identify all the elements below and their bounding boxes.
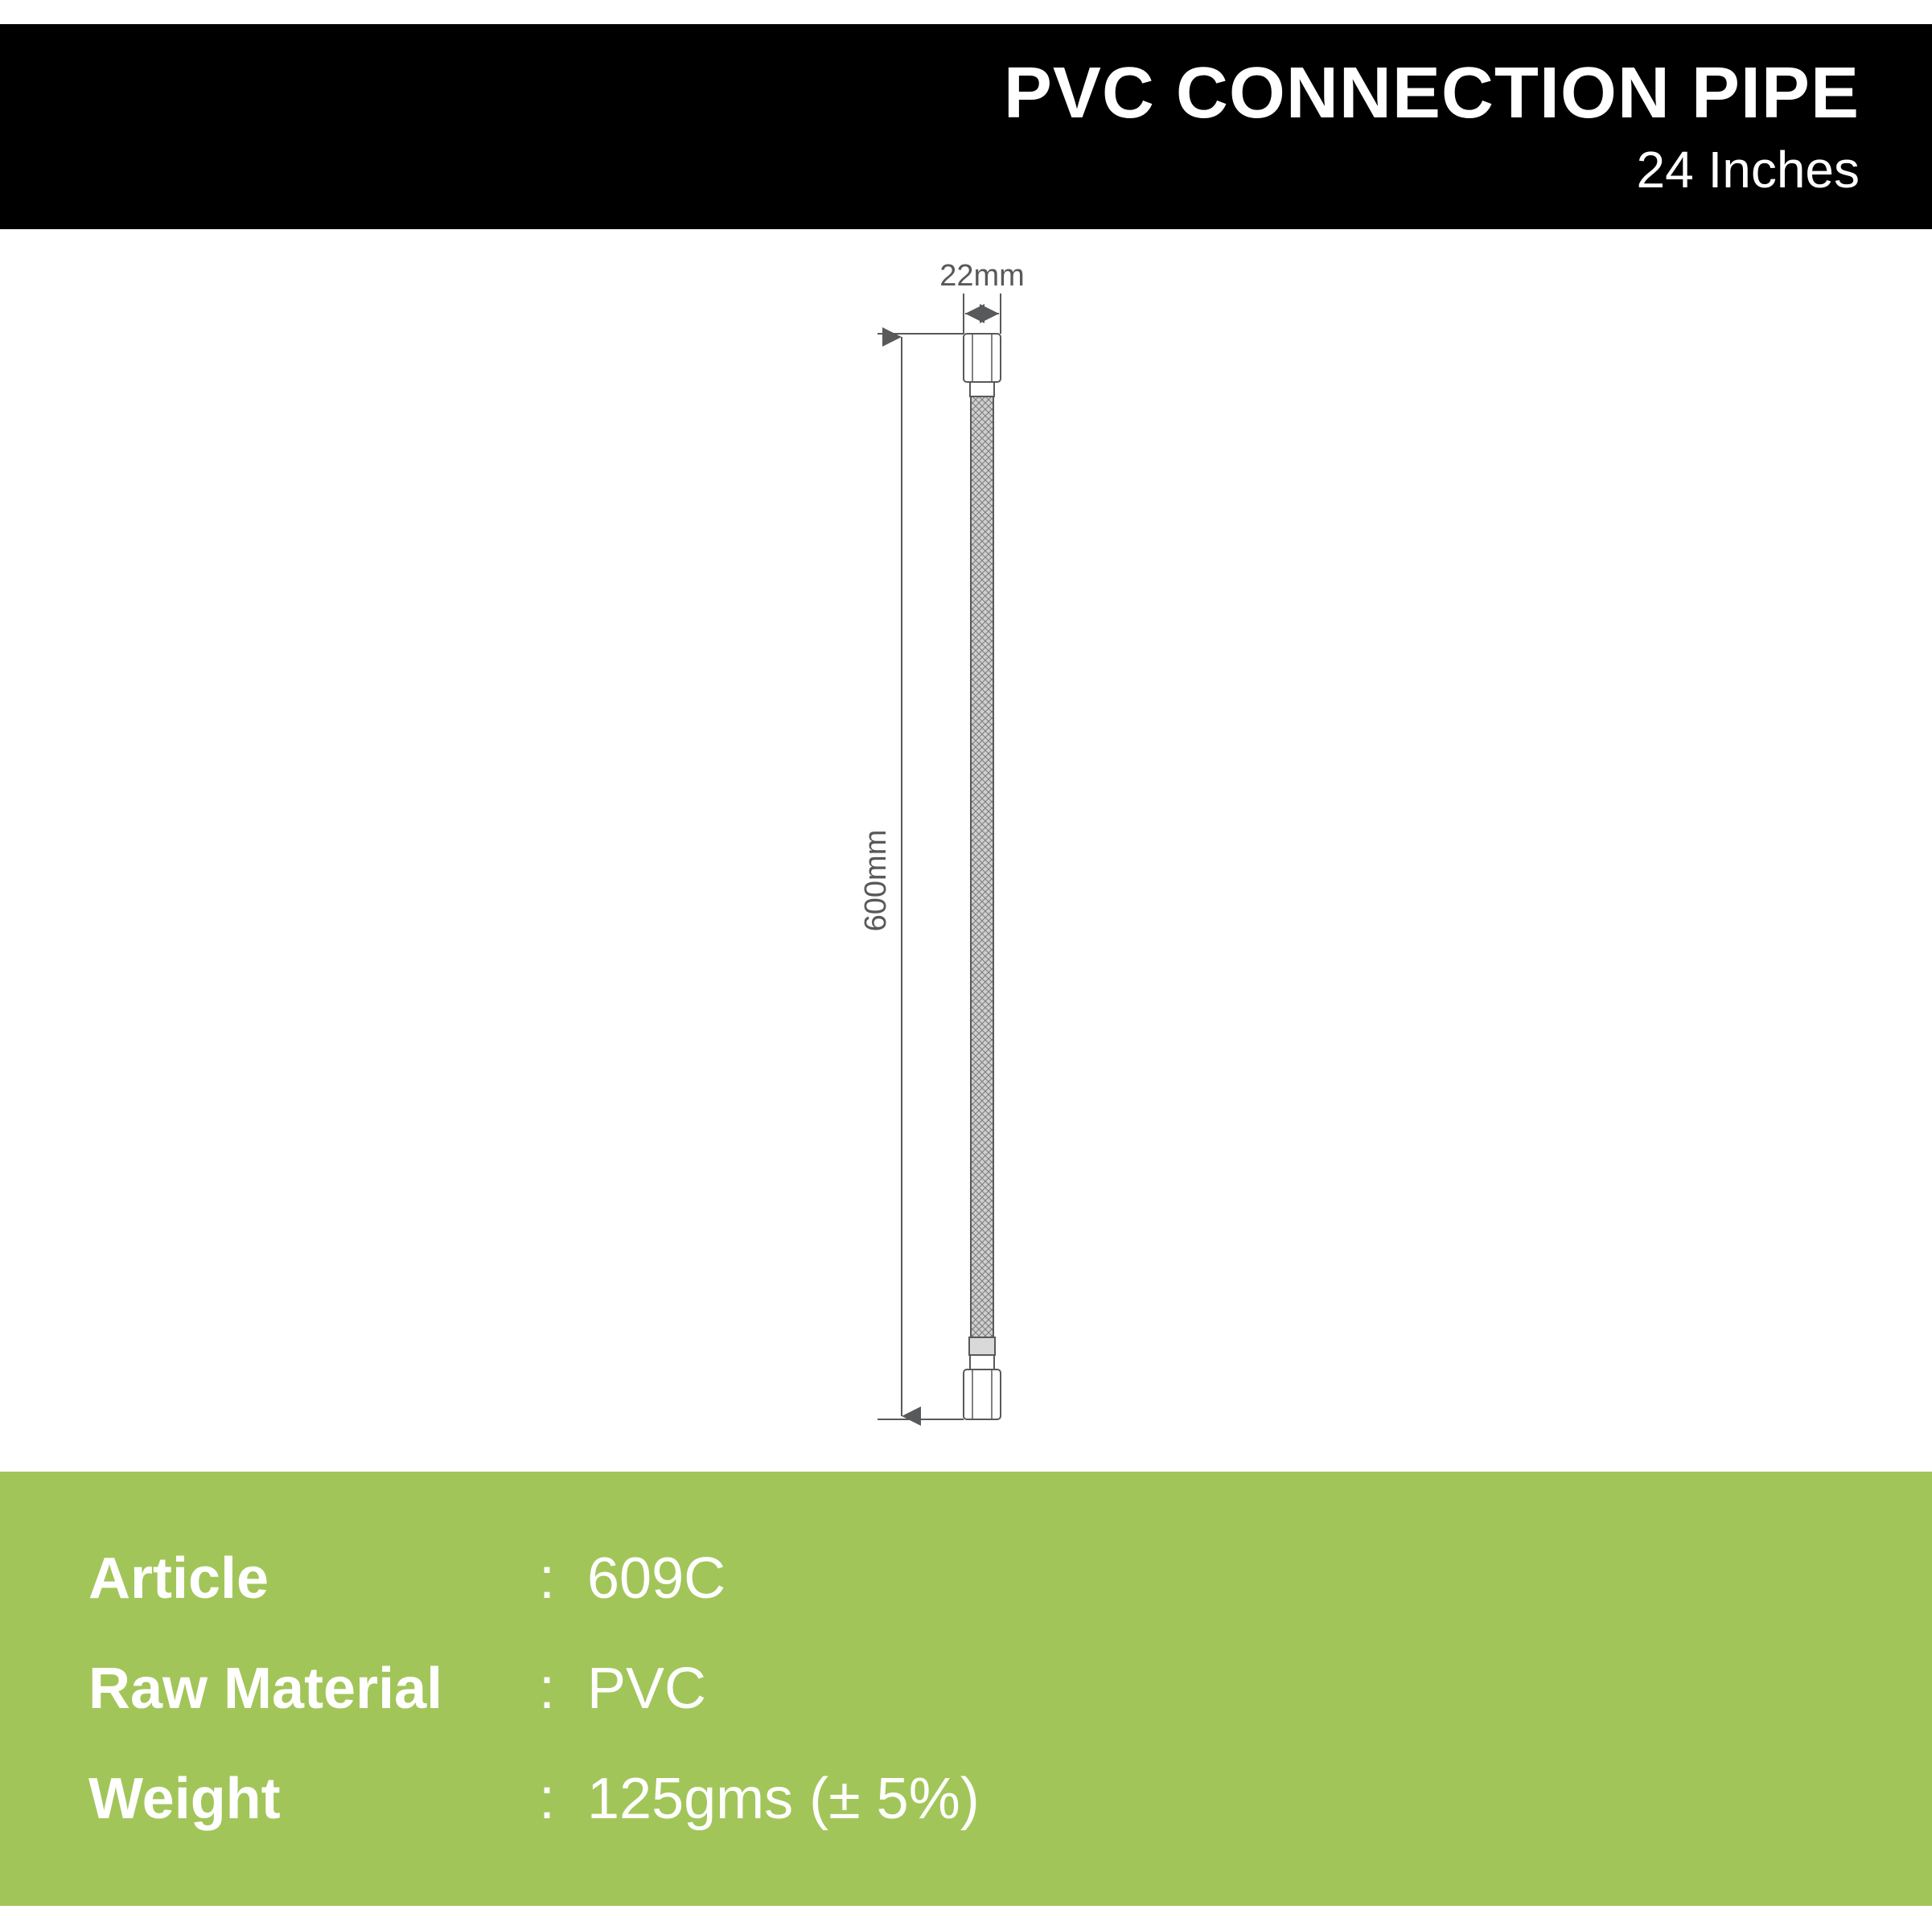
product-subtitle: 24 Inches [1636,140,1860,199]
spec-row-article: Article : 609C [88,1546,1844,1612]
pipe-illustration [964,334,1001,1419]
spec-value: 125gms (± 5%) [587,1766,980,1832]
spec-label: Weight [88,1766,539,1832]
length-label: 600mm [859,830,893,932]
header-bar: PVC CONNECTION PIPE 24 Inches [0,24,1932,229]
spec-value: 609C [587,1546,726,1612]
pipe-diagram: 22mm 600mm [725,245,1207,1468]
height-dimension: 600mm [859,334,964,1419]
spec-separator: : [539,1656,587,1722]
width-dimension: 22mm [939,259,1025,334]
spec-label: Raw Material [88,1656,539,1722]
specs-panel: Article : 609C Raw Material : PVC Weight… [0,1472,1932,1906]
spec-separator: : [539,1766,587,1832]
width-label: 22mm [939,259,1025,293]
spec-row-material: Raw Material : PVC [88,1656,1844,1722]
product-title: PVC CONNECTION PIPE [1004,54,1860,133]
spec-value: PVC [587,1656,706,1722]
diagram-area: 22mm 600mm [0,229,1932,1472]
spec-row-weight: Weight : 125gms (± 5%) [88,1766,1844,1832]
spec-label: Article [88,1546,539,1612]
spec-separator: : [539,1546,587,1612]
